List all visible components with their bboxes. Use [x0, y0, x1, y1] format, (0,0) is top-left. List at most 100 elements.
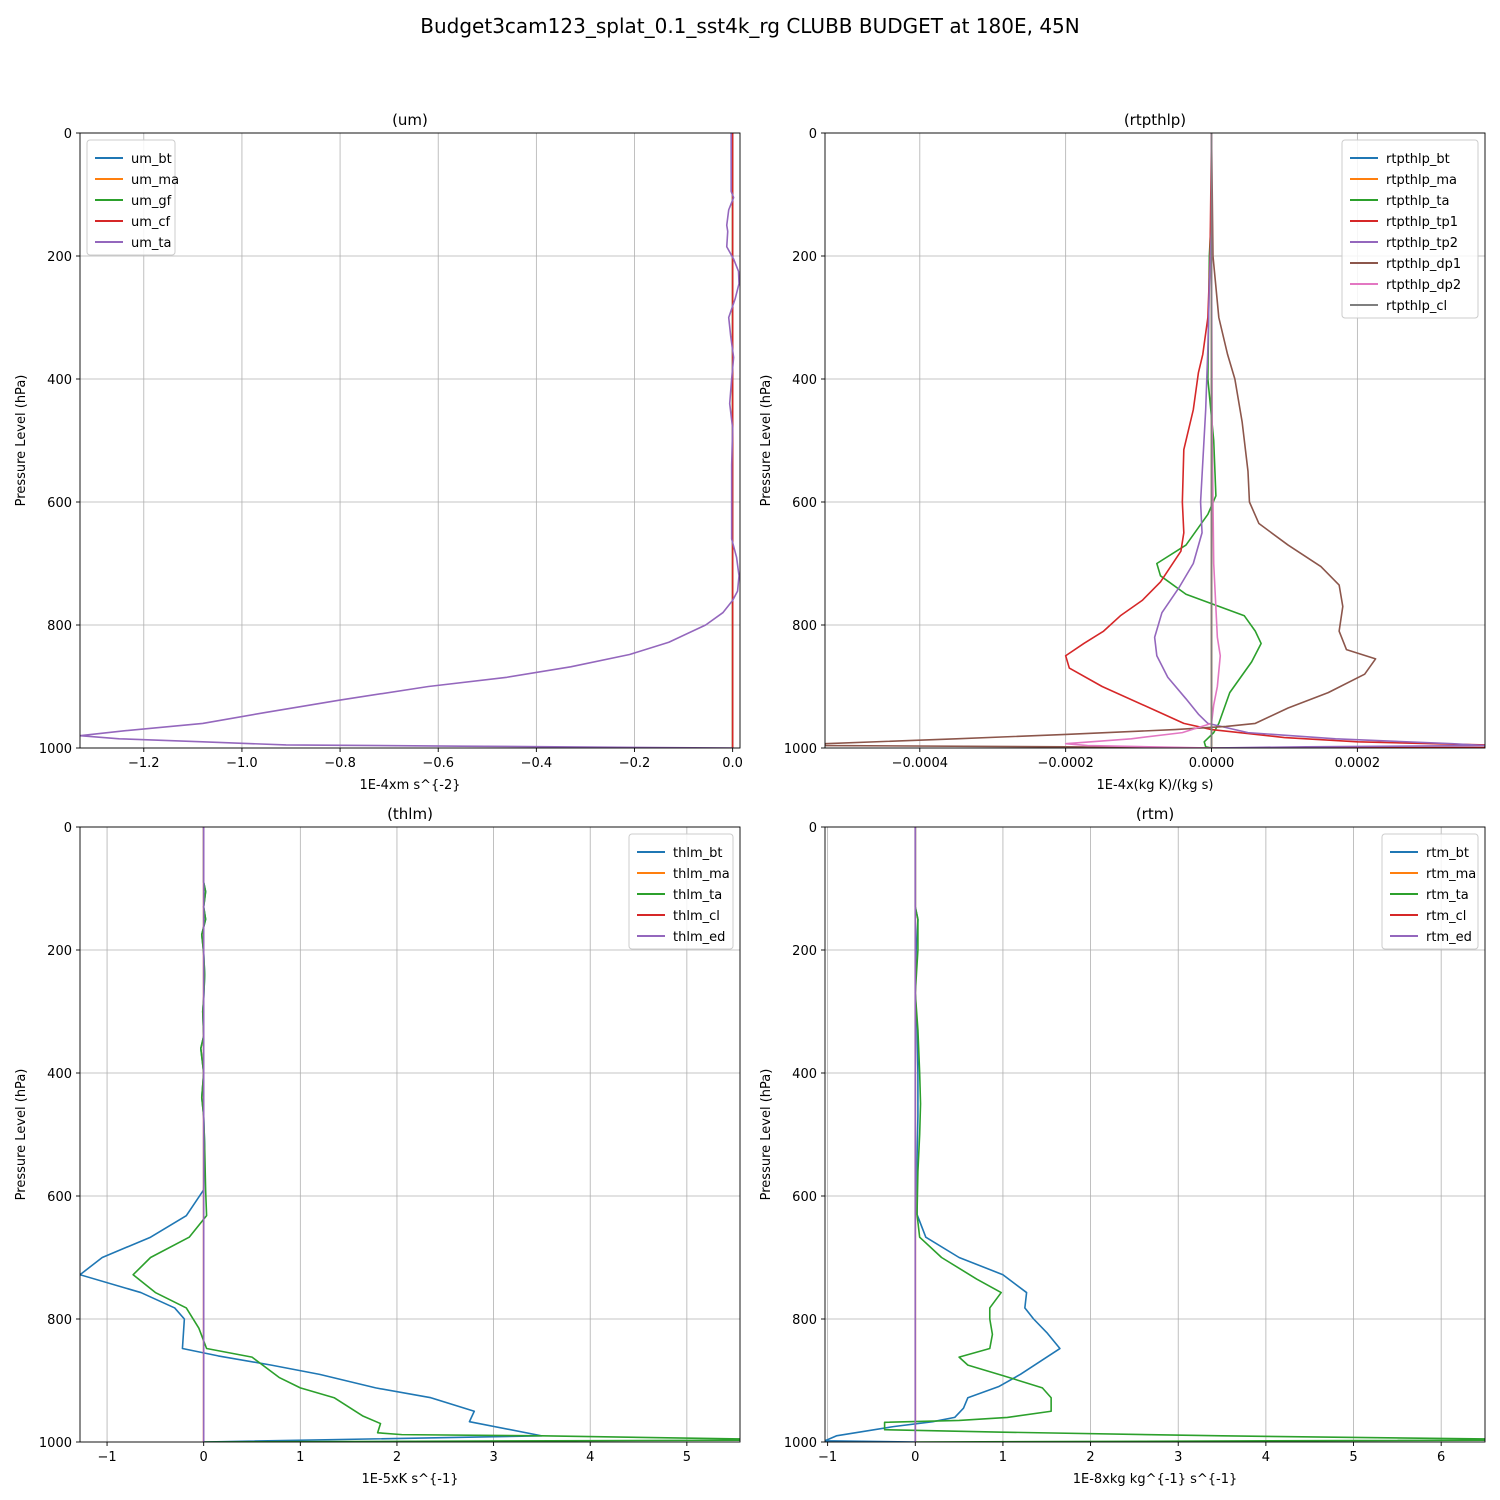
legend-label-rtpthlp_cl: rtpthlp_cl [1386, 299, 1447, 314]
x-tick-label: −0.6 [422, 756, 454, 771]
x-tick-label: 0.0 [722, 756, 743, 771]
legend-um: um_bt um_ma um_gf um_cf um_ta [86, 139, 179, 256]
legend-label-rtm_ma: rtm_ma [1426, 867, 1476, 882]
y-tick-label: 800 [47, 1313, 72, 1328]
legend-label-rtm_ed: rtm_ed [1426, 930, 1472, 945]
legend-label-thlm_bt: thlm_bt [673, 846, 722, 861]
legend-label-rtm_cl: rtm_cl [1426, 909, 1466, 924]
y-tick-label: 600 [792, 496, 817, 511]
legend-label-um_cf: um_cf [131, 215, 171, 230]
legend-label-rtpthlp_tp1: rtpthlp_tp1 [1386, 215, 1458, 230]
y-tick-label: 800 [792, 619, 817, 634]
x-tick-label: 0 [911, 1450, 919, 1465]
x-tick-label: 6 [1437, 1450, 1445, 1465]
x-tick-label: −0.0004 [892, 756, 948, 771]
x-tick-label: −1 [818, 1450, 837, 1465]
x-axis-label: 1E-8xkg kg^{-1} s^{-1} [1073, 1472, 1238, 1487]
series-line-rtpthlp_ta [1156, 133, 1262, 748]
y-tick-label: 800 [792, 1313, 817, 1328]
legend-label-thlm_cl: thlm_cl [673, 909, 720, 924]
y-tick-label: 0 [809, 127, 817, 142]
series-group-rtm [825, 827, 1485, 1442]
legend-label-rtm_bt: rtm_bt [1426, 846, 1469, 861]
x-tick-label: 0.0000 [1189, 756, 1235, 771]
y-tick-label: 200 [792, 250, 817, 265]
x-axis-label: 1E-4xm s^{-2} [359, 778, 460, 793]
subplot-rtpthlp: −0.0004 −0.0002 0.0000 0.0002 0 200 400 600 800 1… [759, 111, 1486, 793]
subplot-thlm: −1 0 1 2 3 4 5 0 200 400 600 800 1000 (thlm) 1E-5xK s^… [14, 805, 741, 1487]
axes-frame [79, 132, 741, 749]
y-tick-label: 0 [809, 821, 817, 836]
legend-rtpthlp: rtpthlp_bt rtpthlp_ma rtpthlp_ta rtpthlp_tp… [1341, 139, 1479, 319]
x-tick-label: −0.2 [619, 756, 651, 771]
x-axis-label: 1E-5xK s^{-1} [362, 1472, 459, 1487]
legend-label-rtpthlp_ma: rtpthlp_ma [1386, 173, 1457, 188]
y-tick-label: 400 [792, 373, 817, 388]
subplot-title: (thlm) [387, 805, 433, 823]
subplot-title: (um) [392, 111, 428, 129]
legend-label-rtm_ta: rtm_ta [1426, 888, 1469, 903]
x-tick-label: −0.4 [521, 756, 553, 771]
x-tick-label: 5 [1349, 1450, 1357, 1465]
x-tick-label: −1 [97, 1450, 116, 1465]
series-line-rtm_ta [883, 827, 1485, 1442]
series-line-rtm_bt [825, 827, 1061, 1442]
y-tick-label: 1000 [784, 742, 817, 757]
x-tick-label: −0.0002 [1037, 756, 1093, 771]
legend-frame [628, 833, 734, 950]
subplot-title: (rtm) [1136, 805, 1174, 823]
x-tick-label: 2 [393, 1450, 401, 1465]
y-tick-label: 1000 [784, 1436, 817, 1451]
y-axis-label: Pressure Level (hPa) [14, 375, 29, 507]
series-line-um_ta [80, 133, 740, 748]
series-line-thlm_bt [80, 827, 543, 1442]
legend-frame [86, 139, 176, 256]
y-tick-label: 800 [47, 619, 72, 634]
legend-frame [1341, 139, 1479, 319]
y-tick-label: 1000 [39, 742, 72, 757]
y-tick-label: 600 [47, 496, 72, 511]
x-tick-label: 4 [586, 1450, 594, 1465]
y-axis-label: Pressure Level (hPa) [759, 1069, 774, 1201]
y-tick-label: 200 [47, 944, 72, 959]
subplot-rtm: −1 0 1 2 3 4 5 6 0 200 400 600 800 1000 (rtm) 1E-8xkg k… [759, 805, 1486, 1487]
y-tick-label: 0 [64, 821, 72, 836]
x-tick-label: −1.0 [226, 756, 258, 771]
series-group-rtpthlp [825, 133, 1485, 748]
legend-label-um_ma: um_ma [131, 173, 179, 188]
figure-title: Budget3cam123_splat_0.1_sst4k_rg CLUBB B… [420, 14, 1080, 38]
legend-label-thlm_ta: thlm_ta [673, 888, 722, 903]
axes-frame [79, 826, 741, 1443]
series-line-rtpthlp_tp1 [1064, 133, 1485, 748]
series-group-um [80, 133, 740, 748]
subplot-title: (rtpthlp) [1124, 111, 1186, 129]
axes-frame [824, 132, 1486, 749]
x-tick-label: 0.0002 [1335, 756, 1381, 771]
legend-label-rtpthlp_dp1: rtpthlp_dp1 [1386, 257, 1461, 272]
axes-frame [824, 826, 1486, 1443]
y-tick-label: 600 [792, 1190, 817, 1205]
legend-label-um_ta: um_ta [131, 236, 171, 251]
y-tick-label: 200 [792, 944, 817, 959]
series-line-rtpthlp_dp2 [1064, 133, 1222, 748]
y-tick-label: 400 [47, 1067, 72, 1082]
y-tick-label: 600 [47, 1190, 72, 1205]
legend-label-rtpthlp_ta: rtpthlp_ta [1386, 194, 1449, 209]
legend-rtm: rtm_bt rtm_ma rtm_ta rtm_cl rtm_ed [1381, 833, 1479, 950]
x-tick-label: 0 [200, 1450, 208, 1465]
legend-label-rtpthlp_tp2: rtpthlp_tp2 [1386, 236, 1458, 251]
y-axis-label: Pressure Level (hPa) [759, 375, 774, 507]
x-tick-label: −1.2 [128, 756, 160, 771]
legend-label-um_gf: um_gf [131, 194, 172, 209]
legend-label-um_bt: um_bt [131, 152, 172, 167]
legend-frame [1381, 833, 1479, 950]
y-tick-label: 1000 [39, 1436, 72, 1451]
legend-thlm: thlm_bt thlm_ma thlm_ta thlm_cl thlm_ed [628, 833, 734, 950]
y-axis-label: Pressure Level (hPa) [14, 1069, 29, 1201]
x-tick-label: 1 [999, 1450, 1007, 1465]
legend-label-rtpthlp_dp2: rtpthlp_dp2 [1386, 278, 1461, 293]
legend-label-thlm_ma: thlm_ma [673, 867, 730, 882]
x-tick-label: 4 [1262, 1450, 1270, 1465]
